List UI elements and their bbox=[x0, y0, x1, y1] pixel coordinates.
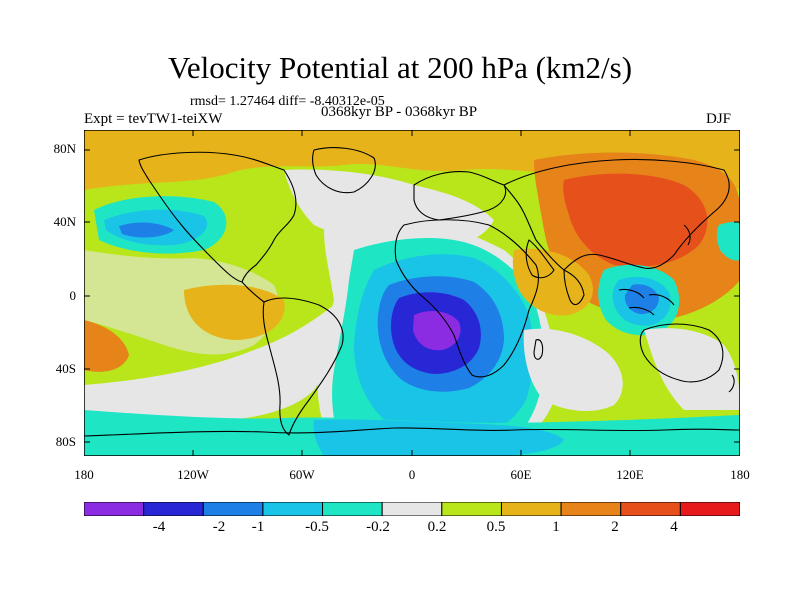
coast-australia bbox=[639, 323, 724, 383]
field-south-white bbox=[84, 305, 338, 421]
colorbar-box bbox=[381, 502, 443, 516]
coast-madagascar bbox=[533, 339, 544, 360]
experiment-label: Expt = tevTW1-teiXW bbox=[84, 111, 223, 127]
lat-label-80s: 80S bbox=[55, 434, 76, 449]
field-indian-white bbox=[523, 328, 623, 412]
coast-south-america bbox=[262, 297, 344, 436]
lon-label-120e: 120E bbox=[616, 467, 644, 482]
colorbar-box bbox=[620, 502, 681, 516]
colorbar-box bbox=[679, 502, 740, 516]
field-india-orange bbox=[512, 248, 593, 316]
colorbar-box bbox=[322, 502, 383, 516]
lon-label-180w: 180 bbox=[74, 467, 94, 482]
coast-new-zealand bbox=[728, 374, 735, 393]
velocity-potential-map bbox=[84, 130, 740, 456]
coast-sea-islands bbox=[618, 288, 675, 316]
colorbar-box bbox=[143, 502, 204, 516]
lat-label-40n: 40N bbox=[53, 214, 76, 229]
colorbar-box bbox=[202, 502, 264, 516]
stats-line: rmsd= 1.27464 diff= -8.40312e-05 bbox=[190, 94, 385, 109]
coast-arabia bbox=[525, 239, 555, 279]
field-antarctic-green bbox=[84, 430, 324, 456]
field-east-teal bbox=[716, 221, 740, 261]
colorbar-label: 4 bbox=[670, 519, 678, 535]
coast-africa bbox=[394, 219, 539, 378]
colorbar-box bbox=[441, 502, 502, 516]
field-congo-minimum bbox=[413, 310, 461, 351]
colorbar-label: 2 bbox=[611, 519, 619, 535]
colorbar-label: 1 bbox=[552, 519, 560, 535]
colorbar-label: -1 bbox=[251, 519, 265, 535]
field-pacific-cell-core bbox=[119, 222, 174, 238]
colorbar-box bbox=[84, 502, 145, 516]
lon-label-60e: 60E bbox=[510, 467, 532, 482]
colorbar-label: -2 bbox=[212, 519, 226, 535]
colorbar-box bbox=[500, 502, 562, 516]
colorbar-label: -0.2 bbox=[366, 519, 390, 535]
colorbar-box bbox=[262, 502, 324, 516]
coast-antarctica bbox=[84, 427, 740, 437]
lat-label-40s: 40S bbox=[55, 361, 76, 376]
field-maritime-blue bbox=[624, 284, 659, 315]
coast-india bbox=[563, 269, 585, 306]
field-pacific-orange-2 bbox=[84, 320, 129, 372]
season-label: DJF bbox=[706, 111, 732, 127]
coast-greenland bbox=[312, 147, 376, 194]
ticks bbox=[84, 130, 740, 456]
coast-europe bbox=[413, 171, 507, 221]
lat-label-80n: 80N bbox=[53, 141, 76, 156]
chart-title: Velocity Potential at 200 hPa (km2/s) bbox=[167, 50, 633, 85]
lon-label-180e: 180 bbox=[730, 467, 750, 482]
colorbar-box bbox=[560, 502, 622, 516]
field-north-band-deep bbox=[84, 130, 740, 163]
coast-central-america bbox=[241, 281, 265, 303]
colorbar-label: -4 bbox=[152, 519, 166, 535]
lon-label-60w: 60W bbox=[289, 467, 315, 482]
colorbar-label: 0.5 bbox=[486, 519, 506, 535]
period-label: 0368kyr BP - 0368kyr BP bbox=[321, 104, 478, 120]
field-australia-white bbox=[644, 328, 740, 410]
lon-label-120w: 120W bbox=[177, 467, 209, 482]
colorbar-label: 0.2 bbox=[427, 519, 447, 535]
coast-japan bbox=[683, 224, 691, 246]
field-asia-red bbox=[563, 173, 708, 267]
coast-north-america bbox=[138, 151, 297, 283]
colorbar-label: -0.5 bbox=[305, 519, 329, 535]
colorbar bbox=[84, 502, 740, 516]
coastlines bbox=[84, 147, 740, 437]
lat-label-eq: 0 bbox=[69, 288, 77, 303]
lon-label-0: 0 bbox=[408, 467, 416, 482]
coast-asia bbox=[503, 158, 730, 271]
